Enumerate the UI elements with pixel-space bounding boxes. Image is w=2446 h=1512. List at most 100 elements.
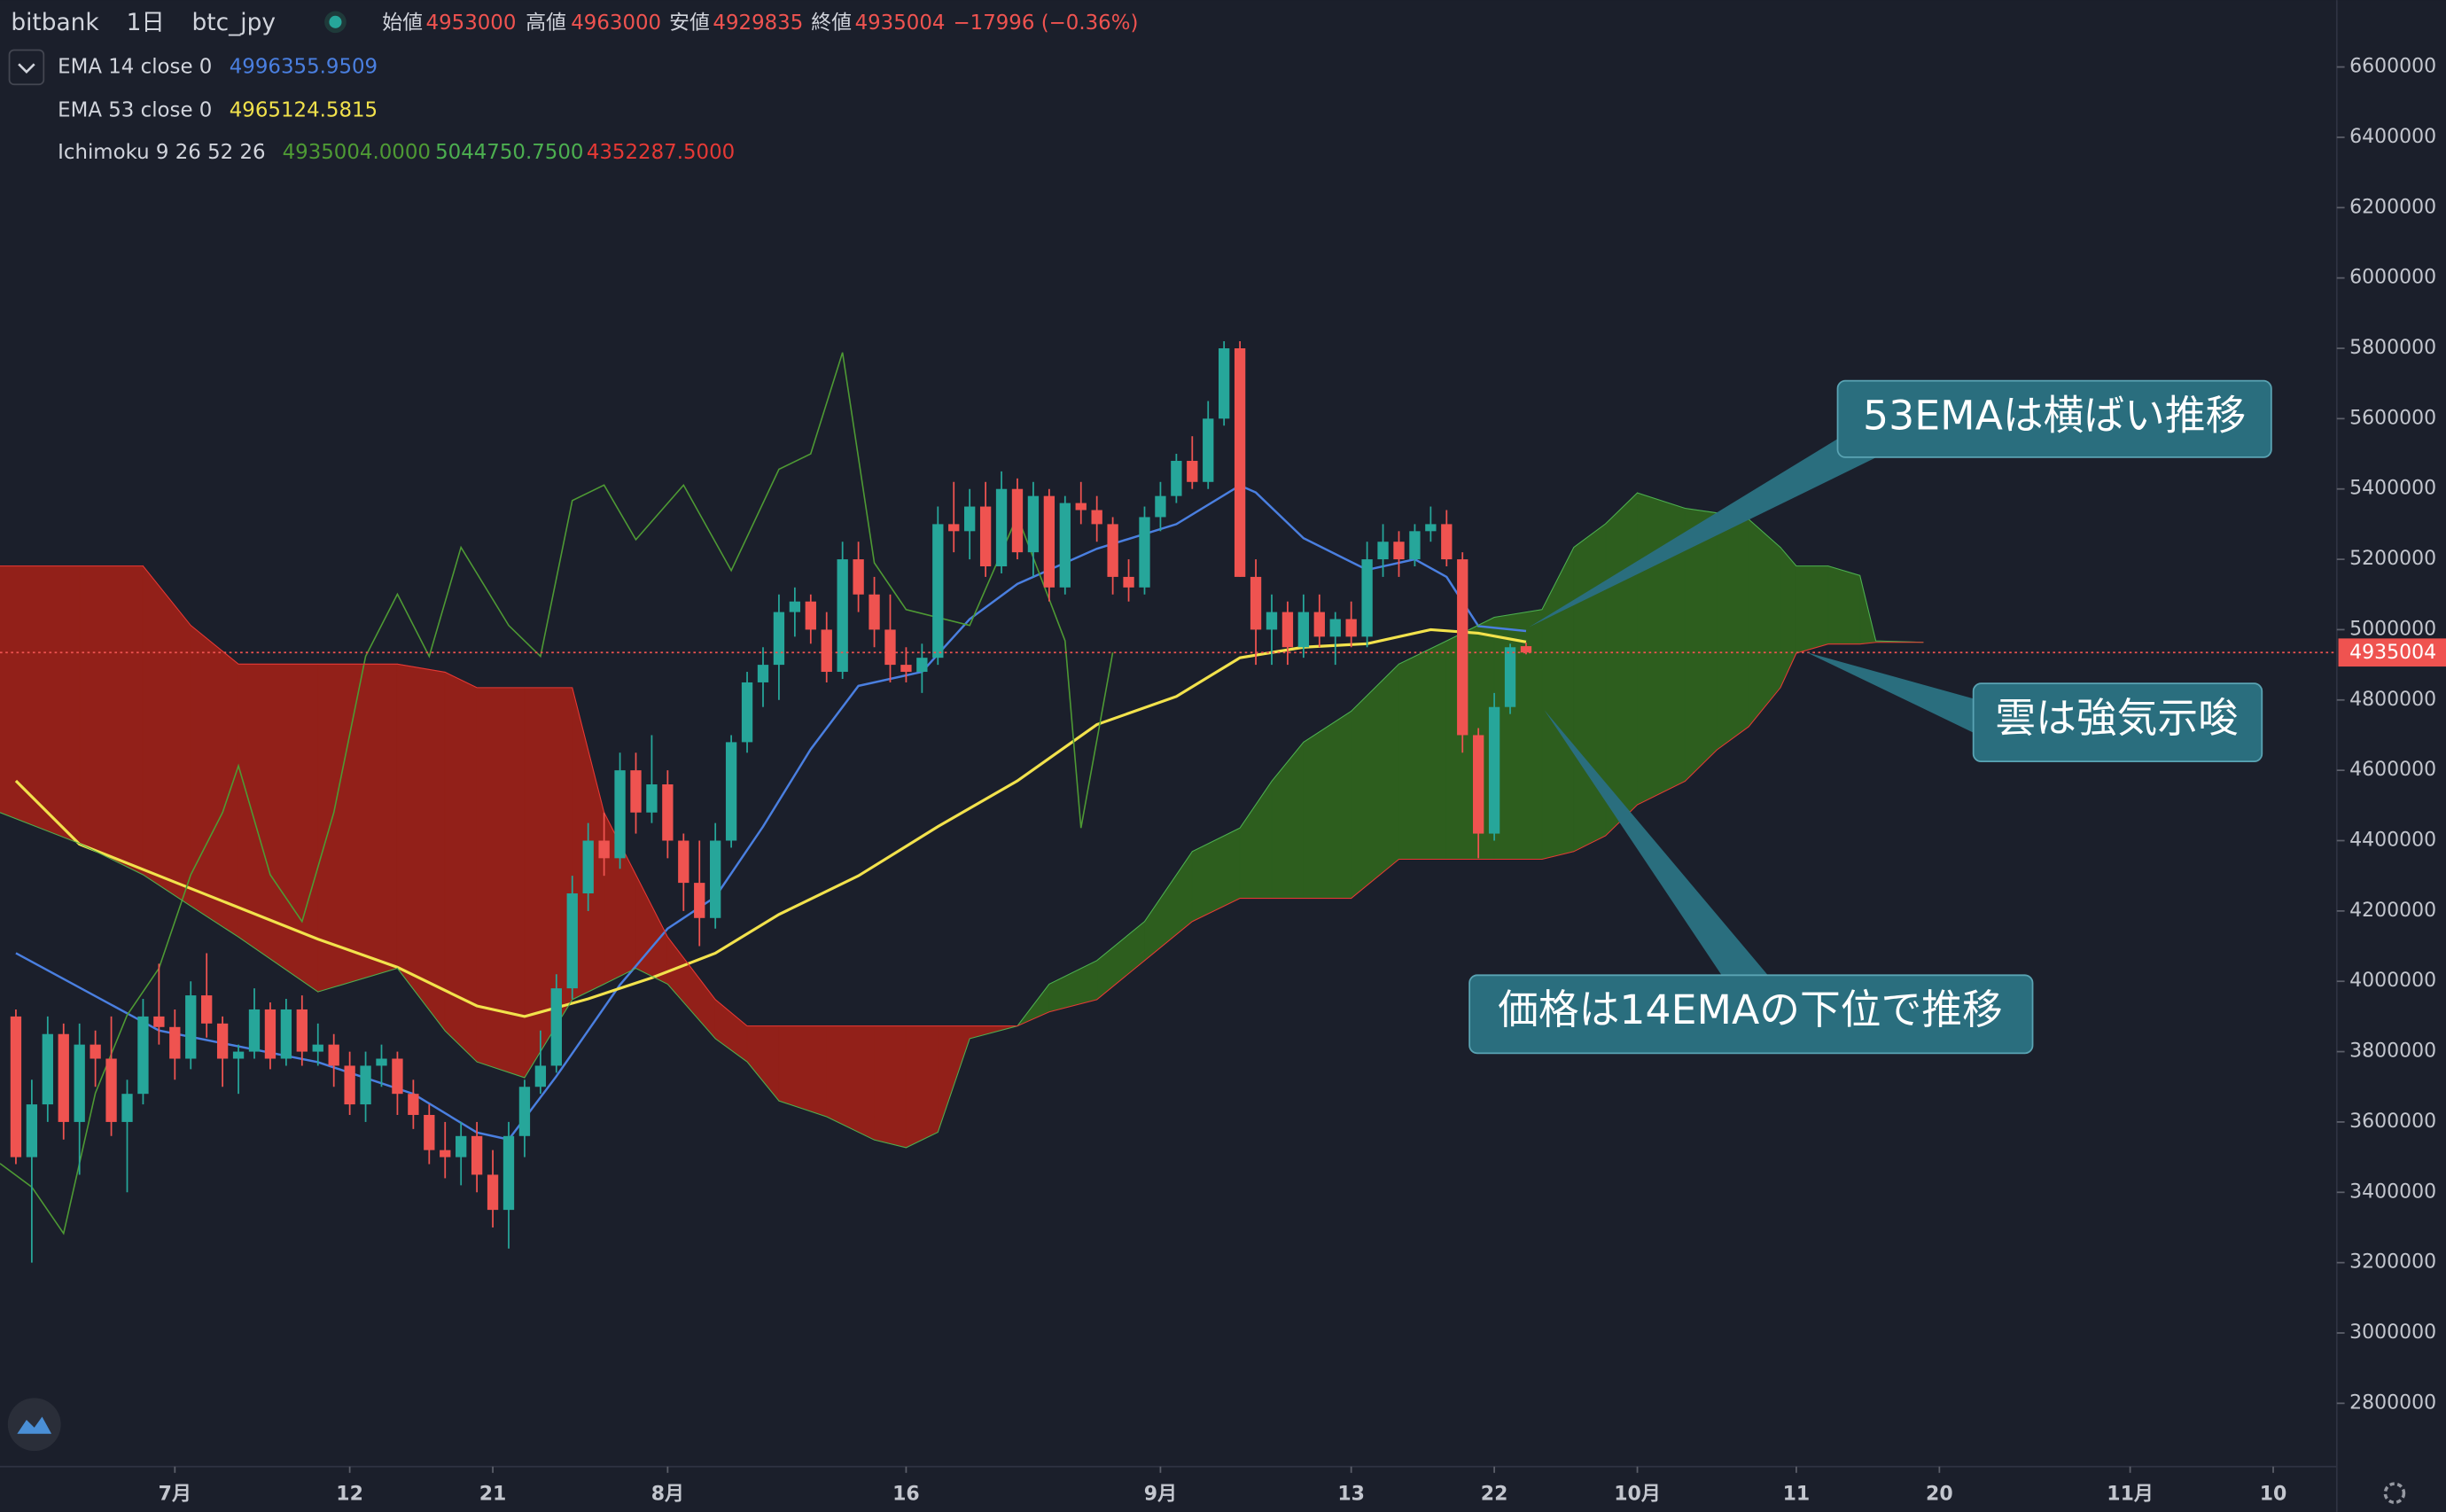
candle-body <box>296 1009 308 1052</box>
candle-body <box>90 1044 101 1059</box>
cloud <box>1796 565 1829 654</box>
candle-body <box>789 601 801 612</box>
x-tick-label: 21 <box>479 1483 507 1505</box>
candle-body <box>360 1065 371 1105</box>
candle-body <box>1043 495 1056 588</box>
candle-body <box>10 1016 22 1157</box>
low-value: 4929835 <box>713 12 803 35</box>
candle-body <box>137 1016 149 1095</box>
y-tick-label: 6200000 <box>2349 196 2436 218</box>
y-tick-label: 4800000 <box>2349 689 2436 711</box>
x-tick-label: 11月 <box>2107 1483 2154 1505</box>
indicator-line <box>0 565 1924 1027</box>
candle-body <box>328 1044 339 1066</box>
callout-leader <box>1806 651 1975 734</box>
candle-body <box>1091 510 1102 525</box>
cloud <box>1493 609 1543 860</box>
candle-body <box>518 1087 531 1136</box>
candle-body <box>1075 503 1087 510</box>
y-tick-label: 4200000 <box>2349 900 2436 922</box>
candle-body <box>1377 542 1389 560</box>
legend-value: 4965124.5815 <box>230 99 378 122</box>
x-tick-label: 13 <box>1337 1483 1365 1505</box>
candle-body <box>550 988 562 1066</box>
y-tick-label: 5600000 <box>2349 407 2436 429</box>
chevron-icon <box>18 63 35 74</box>
candle-body <box>884 629 896 666</box>
cloud <box>1573 523 1607 853</box>
candle-body <box>1027 495 1040 553</box>
candle-body <box>614 770 626 859</box>
candle-body <box>169 1026 181 1059</box>
x-tick-label: 16 <box>892 1483 920 1505</box>
y-tick-label: 3600000 <box>2349 1111 2436 1133</box>
candle-body <box>694 883 705 918</box>
logo-button[interactable] <box>7 1398 61 1452</box>
candle-body <box>1504 647 1516 707</box>
y-tick-label: 6600000 <box>2349 56 2436 78</box>
candle-body <box>837 559 848 673</box>
exchange: bitbank <box>11 9 99 36</box>
logo-icon <box>17 1416 52 1434</box>
candle-body <box>1441 524 1453 560</box>
interval[interactable]: 1日 <box>127 9 165 36</box>
legend-name: Ichimoku 9 26 52 26 <box>58 141 265 164</box>
candle-body <box>248 1009 261 1052</box>
cloud <box>905 1025 939 1149</box>
candle-body <box>456 1135 467 1157</box>
indicator-line <box>0 352 1114 1235</box>
candle-body <box>932 524 944 659</box>
close-value: 4935004 <box>855 12 946 35</box>
legend-name: EMA 53 close 0 <box>58 99 212 122</box>
candle-body <box>853 559 864 595</box>
y-tick-label: 3000000 <box>2349 1321 2436 1344</box>
y-tick-label: 5800000 <box>2349 337 2436 359</box>
candle-body <box>42 1033 53 1105</box>
y-tick-label: 6000000 <box>2349 267 2436 289</box>
candle-body <box>344 1065 355 1105</box>
candle-body <box>1059 503 1071 588</box>
callout-leader <box>1544 710 1771 978</box>
candle-body <box>630 770 642 813</box>
callout-box <box>1972 682 2263 763</box>
candle-body <box>216 1023 229 1059</box>
y-tick-label: 4600000 <box>2349 759 2436 781</box>
candle-body <box>582 840 594 894</box>
callout-box <box>1836 379 2272 458</box>
candle-body <box>1361 559 1373 637</box>
candle-body <box>376 1058 387 1066</box>
callout-box <box>1468 974 2034 1055</box>
candle-body <box>757 665 769 682</box>
candle-body <box>773 612 785 666</box>
symbol[interactable]: btc_jpy <box>192 9 277 36</box>
candle-body <box>1107 524 1118 577</box>
legend: EMA 14 close 0 4996355.9509 EMA 53 close 0… <box>58 55 735 164</box>
candle-body <box>1171 460 1182 496</box>
candle-body <box>1266 612 1278 630</box>
candle-body <box>1250 576 1262 630</box>
candle-body <box>1520 646 1532 653</box>
settings-button[interactable] <box>2383 1482 2406 1505</box>
candle-body <box>58 1033 69 1122</box>
candle-body <box>153 1016 165 1027</box>
y-tick-label: 2800000 <box>2349 1391 2436 1414</box>
candle-body <box>1345 619 1357 637</box>
legend-name: EMA 14 close 0 <box>58 55 212 78</box>
candle-body <box>1488 706 1500 834</box>
candle-body <box>710 840 721 918</box>
candle-body <box>1457 559 1468 736</box>
candle-body <box>121 1094 133 1122</box>
candle-body <box>1281 612 1294 648</box>
candle-body <box>487 1174 499 1211</box>
cloud <box>1303 710 1352 900</box>
candle-body <box>534 1065 547 1087</box>
x-tick-label: 9月 <box>1144 1483 1177 1505</box>
legend-value: 4996355.9509 <box>230 55 378 78</box>
candle-body <box>201 995 213 1024</box>
annotation: 雲は強気示唆 <box>1995 695 2239 742</box>
collapse-button[interactable] <box>8 49 45 86</box>
candle-body <box>1297 612 1310 648</box>
x-tick-label: 7月 <box>159 1483 191 1505</box>
